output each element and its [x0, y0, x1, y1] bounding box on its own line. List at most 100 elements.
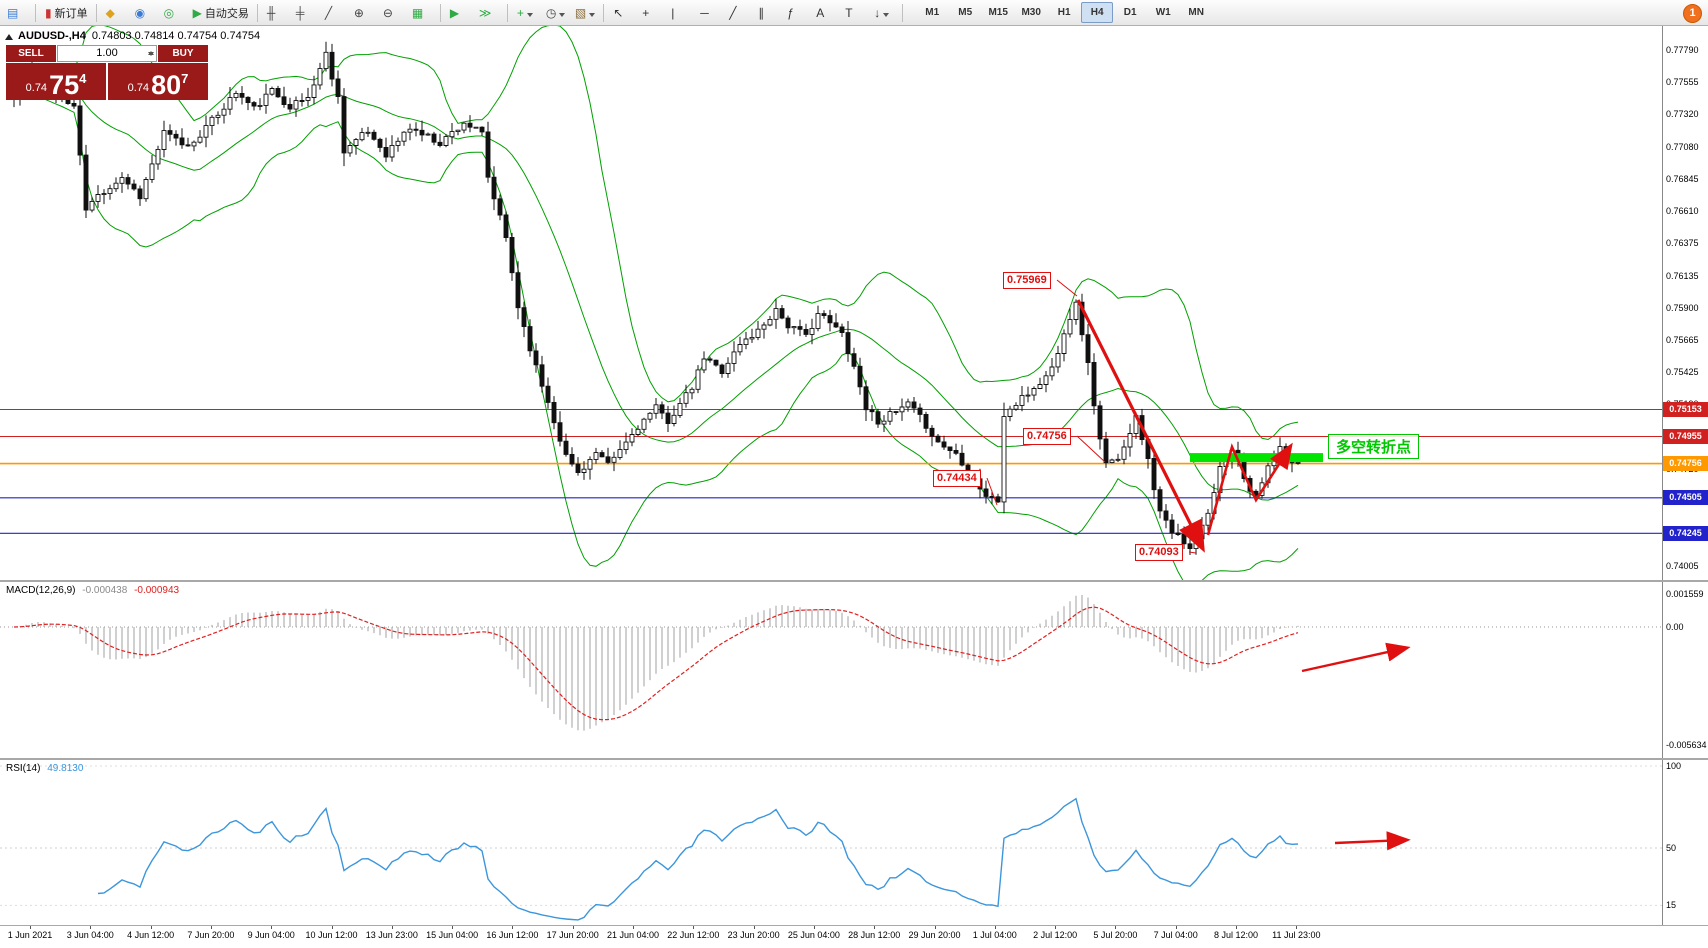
vertical-line-icon[interactable]: |: [667, 2, 695, 24]
market-icon-glyph: ◆: [105, 5, 115, 20]
macd-name: MACD(12,26,9): [6, 585, 76, 596]
timeframe-m15[interactable]: M15: [988, 7, 1008, 18]
macd-main-value: -0.000438: [82, 585, 128, 596]
price-axis[interactable]: 0.77790 0.77555 0.77320 0.77080 0.76845 0.766…: [1662, 0, 1708, 926]
chart-shift-icon[interactable]: ≫: [475, 2, 503, 24]
time-tick-label: 13 Jun 23:00: [365, 930, 418, 940]
time-tick-label: 16 Jun 12:00: [486, 930, 539, 940]
text-label-icon[interactable]: T: [841, 2, 869, 24]
text-icon[interactable]: A: [812, 2, 840, 24]
time-tick-label: 7 Jun 20:00: [187, 930, 235, 940]
timeframe-h4[interactable]: H4: [1081, 2, 1114, 23]
cursor-icon-glyph: ↖: [613, 5, 624, 20]
toolbar-separator: [439, 3, 441, 22]
market-icon[interactable]: ◆: [102, 2, 130, 24]
periods-icon[interactable]: ◷: [542, 2, 570, 24]
tile-windows-icon[interactable]: ▦: [408, 2, 436, 24]
time-tick-mark: [30, 926, 31, 929]
time-tick-mark: [1115, 926, 1117, 929]
rsi-subwindow[interactable]: [0, 760, 1662, 926]
price-tick-label: 0.77080: [1666, 141, 1699, 152]
community-icon-glyph: ◉: [134, 5, 146, 20]
sell-price-prefix: 0.74: [25, 82, 48, 94]
new-order-button[interactable]: ▮ 新订单: [41, 2, 92, 24]
price-tag-0.75153[interactable]: 0.75153: [1663, 401, 1708, 417]
cursor-icon[interactable]: ↖: [609, 2, 637, 24]
collapse-panel-icon[interactable]: [5, 30, 13, 40]
price-callout[interactable]: 0.75969: [1003, 272, 1051, 289]
terminal-icon-glyph: ▤: [7, 5, 19, 20]
timeframe-m1[interactable]: M1: [925, 7, 940, 18]
timeframe-w1[interactable]: W1: [1155, 7, 1171, 18]
time-tick-label: 9 Jun 04:00: [247, 930, 295, 940]
time-axis-border: [0, 925, 1708, 926]
price-callout[interactable]: 0.74093: [1135, 544, 1183, 561]
timeframe-h1[interactable]: H1: [1057, 7, 1071, 18]
time-tick-mark: [1296, 926, 1298, 929]
line-chart-icon[interactable]: ╱: [321, 2, 349, 24]
price-tick-label: 0.75900: [1666, 302, 1699, 313]
chart-canvas[interactable]: [0, 26, 1662, 580]
indicators-icon[interactable]: +: [513, 2, 541, 24]
rsi-tick-label: 15: [1666, 900, 1677, 911]
volume-decrease-icon[interactable]: [148, 52, 154, 59]
macd-tick-label: 0.001559: [1666, 589, 1704, 600]
chart-shift-icon-glyph: ≫: [478, 5, 492, 20]
sell-button[interactable]: SELL: [6, 45, 56, 62]
auto-scroll-icon[interactable]: ▶: [446, 2, 474, 24]
templates-icon[interactable]: ▧: [571, 2, 599, 24]
time-tick-mark: [452, 926, 454, 929]
timeframe-mn[interactable]: MN: [1188, 7, 1204, 18]
toolbar-separator: [902, 3, 904, 22]
trendline-icon[interactable]: ╱: [725, 2, 753, 24]
channel-icon[interactable]: ∥: [754, 2, 782, 24]
time-tick-mark: [693, 926, 695, 929]
timeframe-d1[interactable]: D1: [1123, 7, 1137, 18]
timeframe-m5[interactable]: M5: [958, 7, 973, 18]
arrows-tool-icon-dropdown[interactable]: [883, 12, 890, 20]
price-tag-0.74955[interactable]: 0.74955: [1663, 428, 1708, 444]
horizontal-line-icon[interactable]: ─: [696, 2, 724, 24]
signals-icon[interactable]: ◎: [160, 2, 188, 24]
autotrade-button[interactable]: ▶ 自动交易: [189, 2, 253, 24]
notification-badge[interactable]: 1: [1683, 4, 1702, 23]
bar-chart-icon[interactable]: ╫: [263, 2, 291, 24]
sell-price-box[interactable]: 0.74 75 4: [6, 63, 106, 100]
arrows-tool-icon[interactable]: ↓: [870, 2, 898, 24]
price-callout[interactable]: 0.74756: [1023, 428, 1071, 445]
price-tag-0.74505[interactable]: 0.74505: [1663, 490, 1708, 506]
community-icon[interactable]: ◉: [131, 2, 159, 24]
trendline-icon-glyph: ╱: [729, 5, 737, 20]
price-callout[interactable]: 0.74434: [933, 470, 981, 487]
rsi-name: RSI(14): [6, 763, 41, 774]
time-axis[interactable]: 1 Jun 2021 3 Jun 04:00 4 Jun 12:00 7 Jun 20…: [0, 926, 1708, 943]
panel-splitter[interactable]: [0, 580, 1708, 582]
auto-scroll-icon-glyph: ▶: [449, 5, 460, 20]
buy-price-pip: 7: [181, 71, 189, 86]
fibonacci-icon[interactable]: ƒ: [783, 2, 811, 24]
buy-button[interactable]: BUY: [158, 45, 208, 62]
time-tick-mark: [331, 926, 333, 929]
indicators-icon-dropdown[interactable]: [526, 12, 533, 20]
buy-price-box[interactable]: 0.74 80 7: [108, 63, 208, 100]
sell-price-pip: 4: [79, 71, 87, 86]
panel-splitter[interactable]: [0, 758, 1708, 760]
price-tag-0.74756[interactable]: 0.74756: [1663, 456, 1708, 472]
terminal-icon[interactable]: ▤: [3, 2, 31, 24]
zoom-in-icon[interactable]: ⊕: [350, 2, 378, 24]
toolbar-separator: [603, 3, 605, 22]
toolbar: ▤ ▮ 新订单 ◆ ◉ ◎ ▶ 自动交易 ╫ ╪ ╱ ⊕ ⊖ ▦ ▶ ≫ + ◷ ▧ ↖ + | ─ ╱ ∥ ƒ A T ↓ M1 M5 M…: [0, 0, 1708, 26]
periods-icon-dropdown[interactable]: [559, 12, 566, 20]
timeframe-m30[interactable]: M30: [1021, 7, 1041, 18]
annotation-label[interactable]: 多空转折点: [1328, 434, 1420, 459]
volume-input[interactable]: 1.00: [57, 45, 157, 62]
templates-icon-dropdown[interactable]: [589, 12, 596, 20]
crosshair-icon[interactable]: +: [638, 2, 666, 24]
macd-label: MACD(12,26,9) -0.000438 -0.000943: [6, 585, 179, 596]
price-tag-0.74245[interactable]: 0.74245: [1663, 525, 1708, 541]
tile-windows-icon-glyph: ▦: [411, 5, 424, 20]
macd-subwindow[interactable]: [0, 582, 1662, 758]
time-tick-mark: [572, 926, 574, 929]
candlestick-chart-icon[interactable]: ╪: [292, 2, 320, 24]
zoom-out-icon[interactable]: ⊖: [379, 2, 407, 24]
